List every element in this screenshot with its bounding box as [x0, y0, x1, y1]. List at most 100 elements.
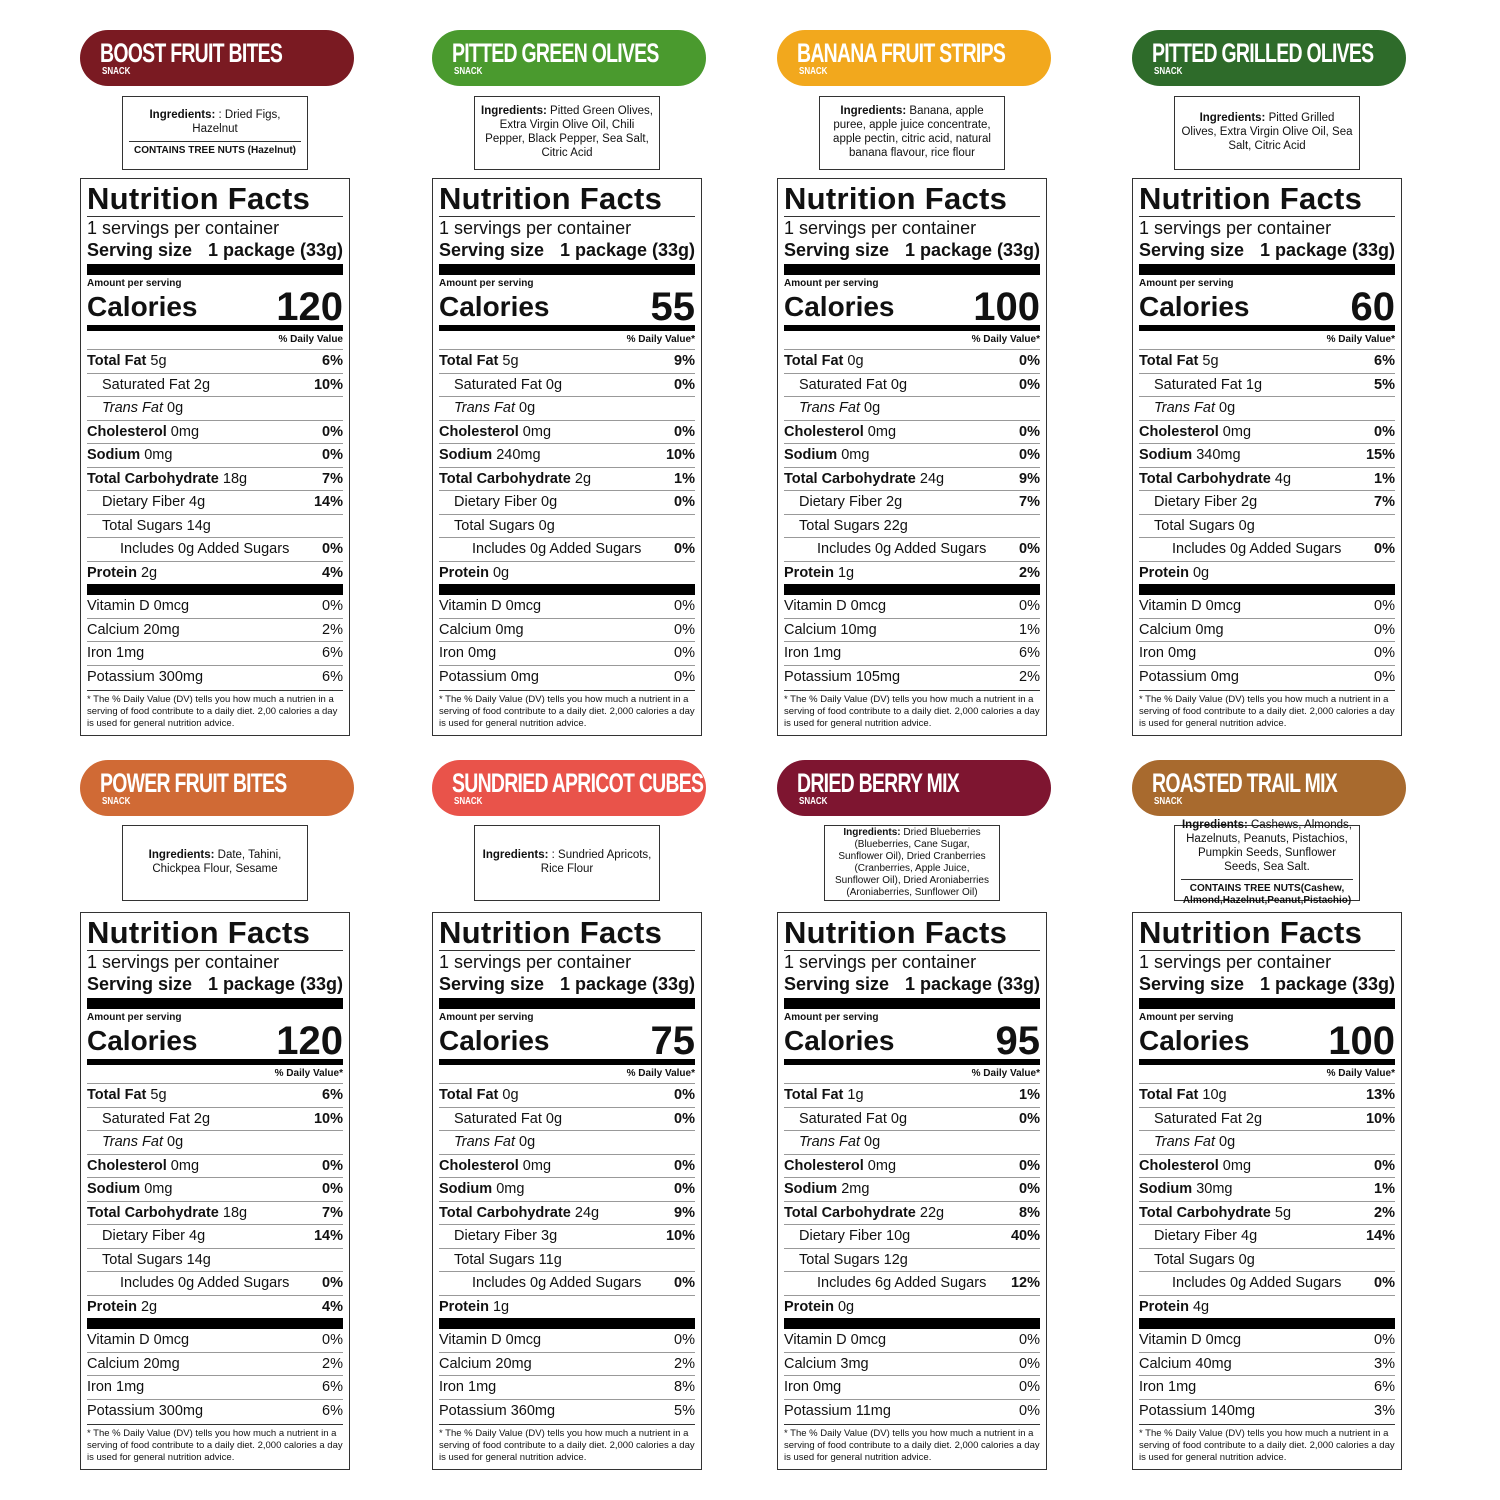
ingredients-box: Ingredients: Pitted Green Olives, Extra …: [474, 96, 660, 170]
daily-value: 0%: [322, 598, 343, 614]
nutrient-row: Iron 1mg 6%: [784, 641, 1040, 665]
nutrient-row: Vitamin D 0mcg 0%: [1139, 595, 1395, 618]
nutrient-row: Total Fat 10g 13%: [1139, 1084, 1395, 1107]
nutrient-cell: Total Fat 5g: [1139, 350, 1219, 373]
nutrient-row: Cholesterol 0mg 0%: [87, 419, 343, 444]
nutrient-cell: Cholesterol 0mg: [439, 1155, 551, 1178]
daily-value: 0%: [1019, 1379, 1040, 1395]
nutrient-row: Sodium 0mg 0%: [439, 1177, 695, 1201]
daily-value: 0%: [1019, 447, 1040, 463]
nutrient-name: Vitamin D: [439, 1332, 502, 1348]
daily-value: 0%: [674, 376, 695, 393]
nutrient-name: Sodium: [1139, 1181, 1193, 1197]
thick-bar: [87, 998, 343, 1009]
includes-label: Includes: [817, 541, 872, 557]
serving-size-label: Serving size: [784, 240, 890, 260]
nutrient-cell: Cholesterol 0mg: [87, 421, 199, 444]
nutrient-cell: Calcium 40mg: [1139, 1353, 1232, 1376]
nutrient-cell: Calcium 20mg: [87, 619, 180, 642]
nutrient-row: Protein 0g: [439, 560, 695, 585]
nutrient-name: Total Carbohydrate: [87, 1204, 219, 1221]
nutrient-row: Calcium 0mg 0%: [439, 617, 695, 642]
nutrient-row: Dietary Fiber 0g 0%: [439, 490, 695, 514]
nutrient-row: Total Carbohydrate 24g 9%: [784, 466, 1040, 491]
nutrient-cell: Sodium 240mg: [439, 444, 541, 467]
daily-value-heading: % Daily Value*: [784, 1065, 1040, 1084]
nutrient-row: Includes 0g Added Sugars 0%: [1139, 537, 1395, 561]
serving-size-value: 1 package (33g): [904, 240, 1040, 260]
calories-row: Calories 75: [439, 1021, 695, 1061]
daily-value: 15%: [1365, 447, 1395, 463]
nutrient-amount: 0g: [875, 541, 892, 557]
nutrient-name: Potassium: [87, 1402, 155, 1419]
daily-value: 0%: [1374, 621, 1395, 638]
nutrient-row: Cholesterol 0mg 0%: [87, 1153, 343, 1178]
nutrient-name: Calcium: [439, 1355, 492, 1372]
nf-title: Nutrition Facts: [439, 916, 695, 951]
nutrient-name: Vitamin D: [784, 1332, 847, 1348]
ingredients-list: : Dried Figs, Hazelnut: [192, 109, 281, 135]
nutrient-row: Sodium 0mg 0%: [87, 443, 343, 467]
nf-title: Nutrition Facts: [87, 916, 343, 951]
nutrient-amount: 24g: [574, 1204, 600, 1221]
ingredients-label: Ingredients:: [149, 109, 216, 122]
ingredients-list: Dried Blueberries (Blueberries, Cane Sug…: [835, 827, 989, 898]
nutrient-cell: Trans Fat 0g: [87, 397, 183, 420]
nutrient-cell: Sodium 0mg: [439, 1178, 524, 1201]
nutrient-row: Total Fat 5g 6%: [87, 350, 343, 373]
nutrient-cell: Protein 0g: [1139, 562, 1209, 585]
nutrient-name: Total Carbohydrate: [87, 470, 219, 487]
daily-value: 6%: [322, 645, 343, 661]
nutrient-amount: 20mg: [495, 1355, 532, 1372]
nutrient-row: Total Sugars 12g: [784, 1247, 1040, 1272]
thick-bar: [439, 584, 695, 595]
product-name: SUNDRIED APRICOT CUBES: [452, 768, 704, 798]
allergen-note: CONTAINS TREE NUTS(Cashew, Almond,Hazeln…: [1181, 878, 1353, 907]
nutrient-amount: 11g: [538, 1251, 562, 1268]
daily-value: 0%: [1374, 423, 1395, 440]
nutrient-row: Dietary Fiber 2g 7%: [784, 490, 1040, 514]
nutrient-cell: Includes 6g Added Sugars: [784, 1272, 986, 1295]
servings: 1 servings per container: [87, 952, 280, 972]
product-name: ROASTED TRAIL MIX: [1152, 768, 1338, 798]
nutrient-name: Added Sugars: [1249, 1275, 1342, 1291]
calories-row: Calories 120: [87, 287, 343, 327]
nutrient-name: Protein: [439, 564, 489, 581]
daily-value: 0%: [674, 598, 695, 614]
daily-value: 0%: [322, 1181, 343, 1197]
nutrient-name: Vitamin D: [784, 598, 847, 614]
product-tag: SNACK: [799, 66, 828, 77]
nutrient-cell: Potassium 0mg: [439, 666, 539, 689]
daily-value: 1%: [1374, 470, 1395, 487]
calories-value: 120: [276, 1019, 343, 1063]
nutrient-name: Saturated Fat: [799, 1110, 887, 1127]
nutrient-name: Dietary Fiber: [799, 494, 882, 510]
nutrient-amount: 5g: [502, 353, 519, 369]
calories-label: Calories: [1139, 291, 1250, 322]
nutrition-facts: Nutrition Facts 1 servings per container S…: [80, 178, 350, 736]
nutrient-amount: 0g: [864, 400, 881, 416]
nutrient-row: Total Fat 0g 0%: [784, 350, 1040, 373]
nutrient-cell: Total Carbohydrate 18g: [87, 468, 247, 491]
nutrient-row: Protein 1g 2%: [784, 560, 1040, 585]
nutrient-name: Total Fat: [439, 1087, 499, 1103]
nutrient-cell: Total Carbohydrate 5g: [1139, 1202, 1291, 1225]
nutrient-amount: 14g: [186, 517, 211, 534]
nutrient-name: Cholesterol: [784, 423, 864, 440]
nutrient-cell: Cholesterol 0mg: [784, 1155, 896, 1178]
nutrient-amount: 2g: [574, 470, 592, 487]
nutrient-amount: 22g: [883, 517, 908, 534]
nutrient-cell: Sodium 0mg: [87, 444, 172, 467]
nutrient-cell: Cholesterol 0mg: [1139, 1155, 1251, 1178]
nutrient-cell: Total Fat 1g: [784, 1084, 864, 1107]
nutrient-cell: Trans Fat 0g: [1139, 397, 1235, 420]
serving-size: Serving size 1 package (33g): [439, 973, 695, 995]
nutrient-cell: Protein 1g: [439, 1296, 509, 1319]
daily-value: 0%: [1019, 1181, 1040, 1197]
daily-value: 0%: [1374, 598, 1395, 614]
nutrient-cell: Vitamin D 0mcg: [87, 1329, 189, 1352]
daily-value: 3%: [1374, 1402, 1395, 1419]
nutrient-row: Trans Fat 0g: [1139, 396, 1395, 420]
nutrient-row: Sodium 30mg 1%: [1139, 1177, 1395, 1201]
daily-value: 6%: [322, 1087, 343, 1103]
